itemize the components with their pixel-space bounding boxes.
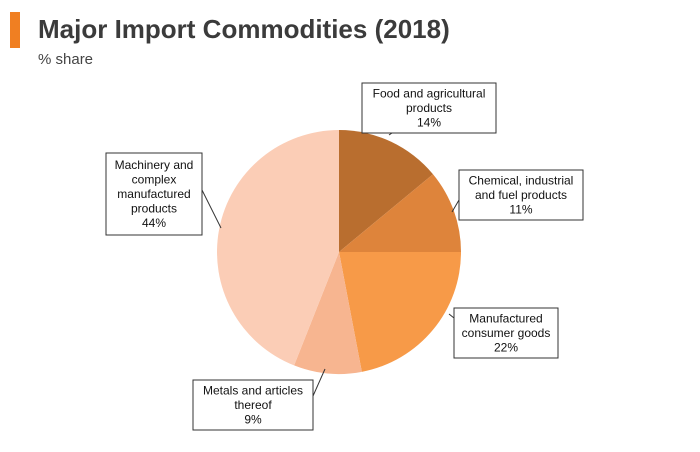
slice-category-label-0: products	[406, 101, 452, 115]
slice-value-label-3: 9%	[244, 412, 262, 426]
pie-slice-1	[339, 174, 461, 252]
slice-value-label-2: 22%	[494, 340, 518, 354]
slice-label-4: Machinery and complex manufactured products…	[115, 158, 194, 230]
slice-category-label-2: consumer goods	[462, 326, 551, 340]
pie-slice-4	[217, 130, 339, 366]
title-accent-bar	[10, 12, 20, 48]
leader-line-2	[448, 313, 455, 319]
slice-category-label-4: Machinery and	[115, 158, 194, 172]
chart-title: Major Import Commodities (2018)	[38, 14, 450, 44]
slice-category-label-0: Food and agricultural	[373, 86, 486, 100]
slice-value-label-0: 14%	[417, 115, 441, 129]
pie-slice-2	[339, 252, 461, 372]
slice-label-box-0	[361, 82, 497, 134]
slice-label-box-1	[458, 169, 584, 221]
slice-value-label-1: 11%	[509, 202, 532, 216]
slice-label-2: Manufactured consumer goods 22%	[462, 311, 551, 354]
pie-slice-3	[294, 252, 362, 374]
slice-label-box-3	[192, 379, 314, 431]
slice-label-1: Chemical, industrial and fuel products 11%	[469, 173, 574, 216]
slice-category-label-3: thereof	[234, 398, 272, 412]
slice-category-label-4: complex	[132, 172, 177, 186]
slice-category-label-3: Metals and articles	[203, 383, 303, 397]
slice-category-label-1: Chemical, industrial	[469, 173, 574, 187]
leader-line-1	[451, 199, 460, 213]
slice-label-3: Metals and articles thereof 9%	[203, 383, 303, 426]
pie-slice-0	[339, 130, 433, 252]
chart-subtitle: % share	[38, 51, 94, 68]
slice-category-label-4: products	[131, 201, 177, 215]
leader-line-4	[201, 189, 222, 229]
slice-label-box-4	[105, 152, 203, 236]
leader-line-3	[312, 368, 326, 397]
slice-category-label-4: manufactured	[117, 187, 190, 201]
slice-category-label-1: and fuel products	[475, 188, 567, 202]
slice-value-label-4: 44%	[142, 216, 166, 230]
slice-label-box-2	[453, 307, 559, 359]
slice-category-label-2: Manufactured	[469, 311, 542, 325]
slice-label-0: Food and agricultural products 14%	[373, 86, 486, 129]
